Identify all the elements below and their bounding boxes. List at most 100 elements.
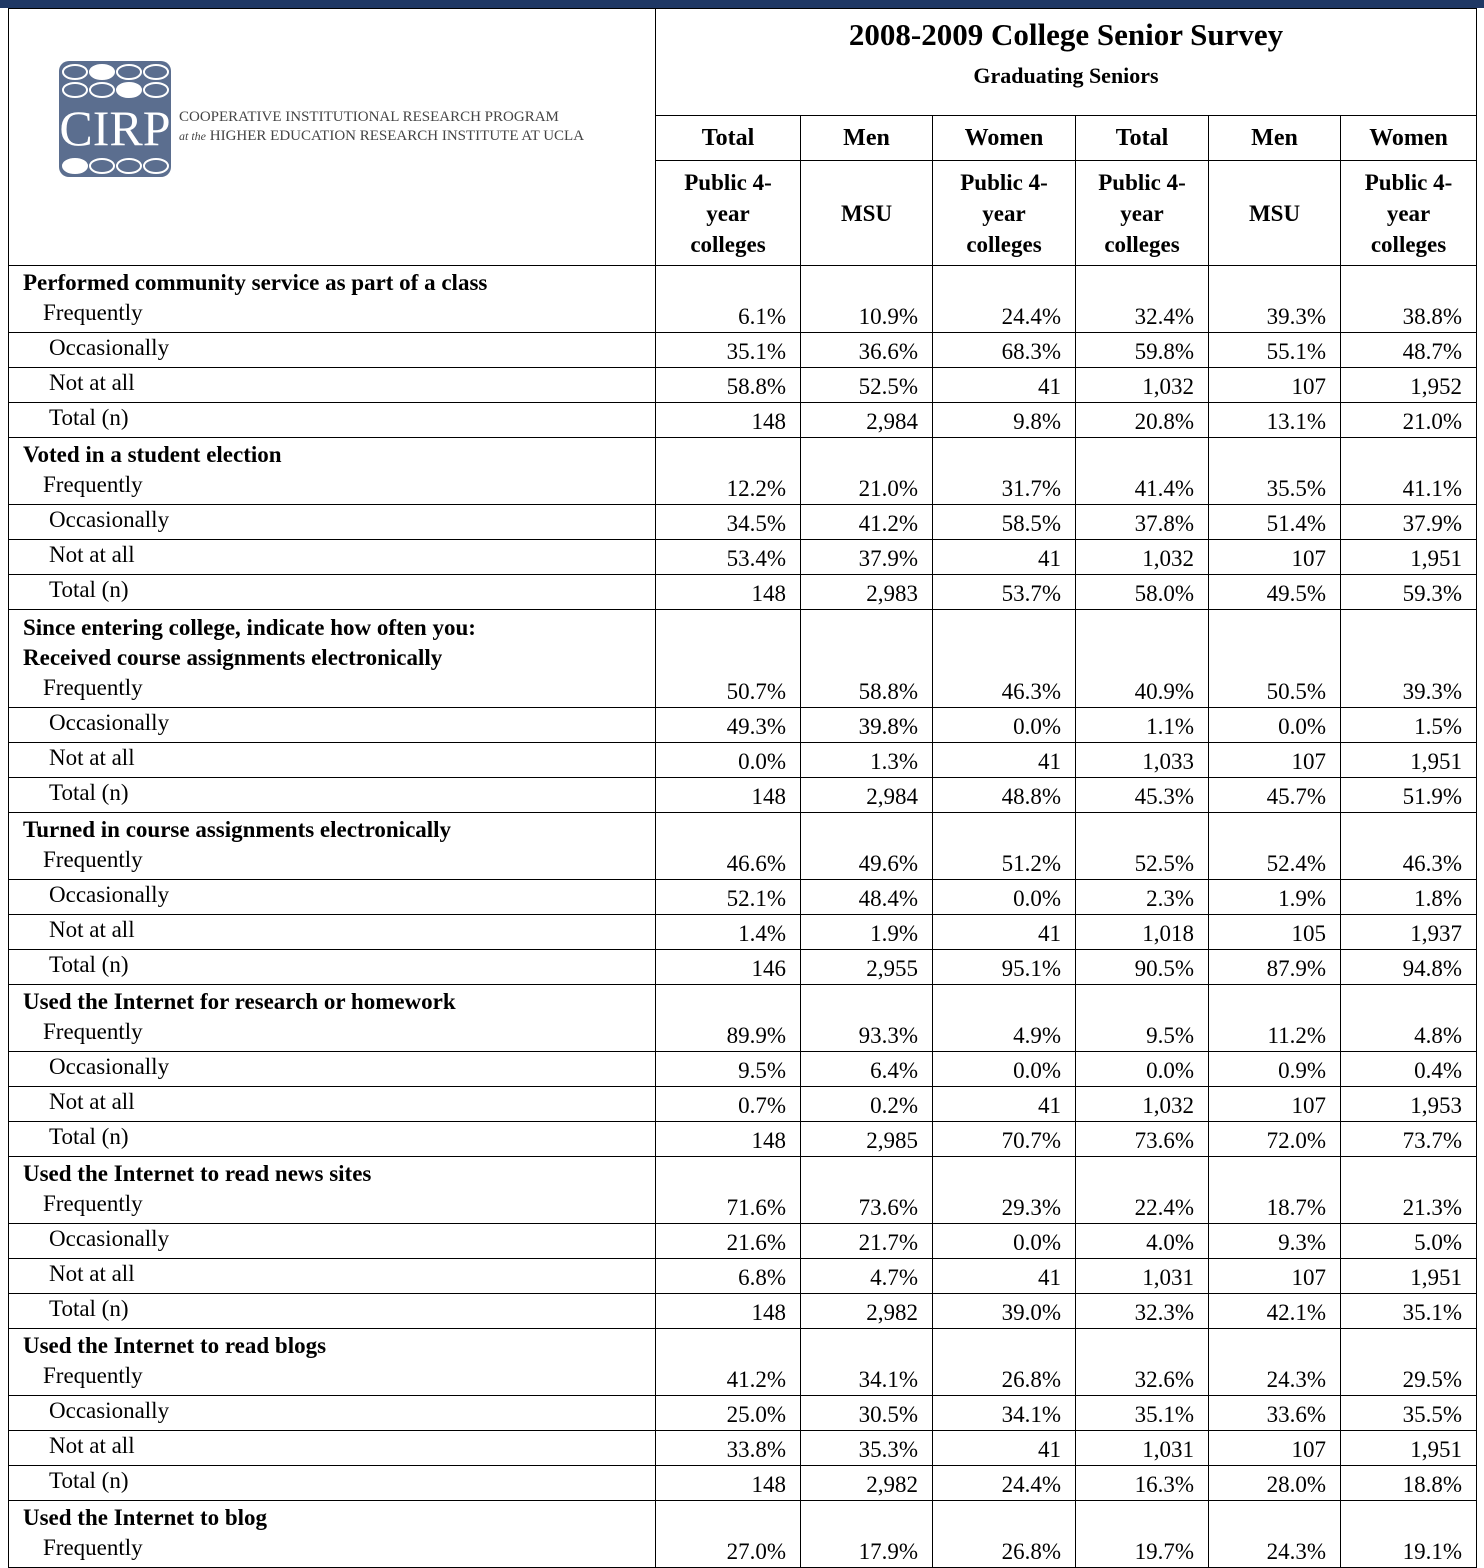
data-row: Total (n) 146 2,955 95.1% 90.5% 87.9% 94.8% bbox=[8, 949, 1478, 985]
value-cell: 30.5% bbox=[800, 1395, 933, 1431]
value-cell: 34.5% bbox=[655, 504, 801, 540]
value-cell: 17.9% bbox=[800, 1500, 933, 1568]
value-cell: 41 bbox=[932, 539, 1076, 575]
value-cell: 27.0% bbox=[655, 1500, 801, 1568]
row-label: Frequently bbox=[43, 675, 143, 700]
value-cell: 35.3% bbox=[800, 1430, 933, 1466]
value-cell: 58.8% bbox=[800, 609, 933, 708]
value-cell: 1.9% bbox=[800, 914, 933, 950]
logo-cell: CIRP COOPERATIVE INSTITUTIONAL RESEARCH … bbox=[8, 8, 656, 266]
value-cell: 21.7% bbox=[800, 1223, 933, 1259]
value-cell: 72.0% bbox=[1208, 1121, 1341, 1157]
value-cell: 50.5% bbox=[1208, 609, 1341, 708]
value-cell: 1,031 bbox=[1075, 1430, 1209, 1466]
row-label: Occasionally bbox=[49, 1226, 170, 1251]
row-label-cell: Not at all bbox=[8, 914, 656, 950]
value-cell: 33.8% bbox=[655, 1430, 801, 1466]
value-cell: 35.1% bbox=[1339, 1293, 1478, 1329]
value-cell: 1.1% bbox=[1075, 707, 1209, 743]
value-cell: 55.1% bbox=[1208, 332, 1341, 368]
value-cell: 1.3% bbox=[800, 742, 933, 778]
value-cell: 1.8% bbox=[1339, 879, 1478, 915]
value-cell: 148 bbox=[655, 1293, 801, 1329]
value-cell: 1,032 bbox=[1075, 539, 1209, 575]
top-bar bbox=[0, 0, 1484, 8]
data-row: Total (n) 148 2,982 39.0% 32.3% 42.1% 35.1% bbox=[8, 1293, 1478, 1329]
row-label: Frequently bbox=[43, 300, 143, 325]
value-cell: 24.4% bbox=[932, 1465, 1076, 1501]
row-label-cell: Used the Internet to read blogs Frequentl… bbox=[8, 1328, 656, 1396]
row-label-cell: Occasionally bbox=[8, 1223, 656, 1259]
value-cell: 6.8% bbox=[655, 1258, 801, 1294]
value-cell: 58.0% bbox=[1075, 574, 1209, 610]
section-heading: Used the Internet to read blogs bbox=[23, 1333, 327, 1358]
row-label-cell: Occasionally bbox=[8, 332, 656, 368]
data-row: Not at all 58.8% 52.5% 41 1,032 107 1,952 bbox=[8, 367, 1478, 403]
value-cell: 0.0% bbox=[932, 707, 1076, 743]
value-cell: 1,953 bbox=[1339, 1086, 1478, 1122]
subcolumn-header: Public 4-year colleges bbox=[932, 160, 1076, 266]
logo: CIRP COOPERATIVE INSTITUTIONAL RESEARCH … bbox=[59, 61, 584, 177]
value-cell: 4.7% bbox=[800, 1258, 933, 1294]
value-cell: 19.7% bbox=[1075, 1500, 1209, 1568]
row-label-cell: Not at all bbox=[8, 1430, 656, 1466]
value-cell: 41 bbox=[932, 1086, 1076, 1122]
value-cell: 4.0% bbox=[1075, 1223, 1209, 1259]
value-cell: 39.3% bbox=[1339, 609, 1478, 708]
value-cell: 1,952 bbox=[1339, 367, 1478, 403]
value-cell: 51.2% bbox=[932, 812, 1076, 880]
value-cell: 9.5% bbox=[1075, 984, 1209, 1052]
row-label: Total (n) bbox=[49, 1468, 129, 1493]
data-row: Total (n) 148 2,983 53.7% 58.0% 49.5% 59.3% bbox=[8, 574, 1478, 610]
data-row: Total (n) 148 2,985 70.7% 73.6% 72.0% 73.7% bbox=[8, 1121, 1478, 1157]
value-cell: 41.1% bbox=[1339, 437, 1478, 505]
data-row: Used the Internet for research or homewo… bbox=[8, 984, 1478, 1052]
value-cell: 11.2% bbox=[1208, 984, 1341, 1052]
title: 2008-2009 College Senior Survey bbox=[848, 17, 1284, 52]
section-heading: Performed community service as part of a… bbox=[23, 270, 488, 295]
value-cell: 59.8% bbox=[1075, 332, 1209, 368]
row-label-cell: Occasionally bbox=[8, 1395, 656, 1431]
value-cell: 13.1% bbox=[1208, 402, 1341, 438]
column-header: Total bbox=[655, 115, 801, 161]
data-row: Not at all 33.8% 35.3% 41 1,031 107 1,951 bbox=[8, 1430, 1478, 1466]
row-label-cell: Since entering college, indicate how oft… bbox=[8, 609, 656, 708]
value-cell: 46.3% bbox=[932, 609, 1076, 708]
header-row: CIRP COOPERATIVE INSTITUTIONAL RESEARCH … bbox=[8, 8, 1478, 266]
data-row: Total (n) 148 2,984 48.8% 45.3% 45.7% 51.9% bbox=[8, 777, 1478, 813]
value-cell: 1,951 bbox=[1339, 539, 1478, 575]
value-cell: 42.1% bbox=[1208, 1293, 1341, 1329]
logo-dots bbox=[62, 64, 169, 174]
value-cell: 45.7% bbox=[1208, 777, 1341, 813]
column-header: Men bbox=[1208, 115, 1341, 161]
value-cell: 49.3% bbox=[655, 707, 801, 743]
table-body: CIRP COOPERATIVE INSTITUTIONAL RESEARCH … bbox=[8, 8, 1478, 1568]
row-label-cell: Occasionally bbox=[8, 879, 656, 915]
value-cell: 1,018 bbox=[1075, 914, 1209, 950]
value-cell: 49.6% bbox=[800, 812, 933, 880]
data-row: Not at all 53.4% 37.9% 41 1,032 107 1,951 bbox=[8, 539, 1478, 575]
row-label-cell: Total (n) bbox=[8, 1293, 656, 1329]
value-cell: 0.4% bbox=[1339, 1051, 1478, 1087]
row-label-cell: Occasionally bbox=[8, 504, 656, 540]
section-heading: Voted in a student election bbox=[23, 442, 282, 467]
value-cell: 34.1% bbox=[800, 1328, 933, 1396]
value-cell: 10.9% bbox=[800, 265, 933, 333]
value-cell: 1,033 bbox=[1075, 742, 1209, 778]
value-cell: 0.0% bbox=[932, 1223, 1076, 1259]
row-label-cell: Total (n) bbox=[8, 777, 656, 813]
value-cell: 41 bbox=[932, 367, 1076, 403]
value-cell: 89.9% bbox=[655, 984, 801, 1052]
value-cell: 37.9% bbox=[1339, 504, 1478, 540]
value-cell: 32.4% bbox=[1075, 265, 1209, 333]
column-header: Women bbox=[1339, 115, 1478, 161]
value-cell: 0.0% bbox=[655, 742, 801, 778]
row-label-cell: Occasionally bbox=[8, 707, 656, 743]
subcolumn-header: Public 4-year colleges bbox=[1339, 160, 1478, 266]
data-row: Voted in a student election Frequently 12.… bbox=[8, 437, 1478, 505]
section-heading: Used the Internet to read news sites bbox=[23, 1161, 372, 1186]
value-cell: 39.8% bbox=[800, 707, 933, 743]
row-label-cell: Not at all bbox=[8, 367, 656, 403]
value-cell: 5.0% bbox=[1339, 1223, 1478, 1259]
row-label: Frequently bbox=[43, 1191, 143, 1216]
